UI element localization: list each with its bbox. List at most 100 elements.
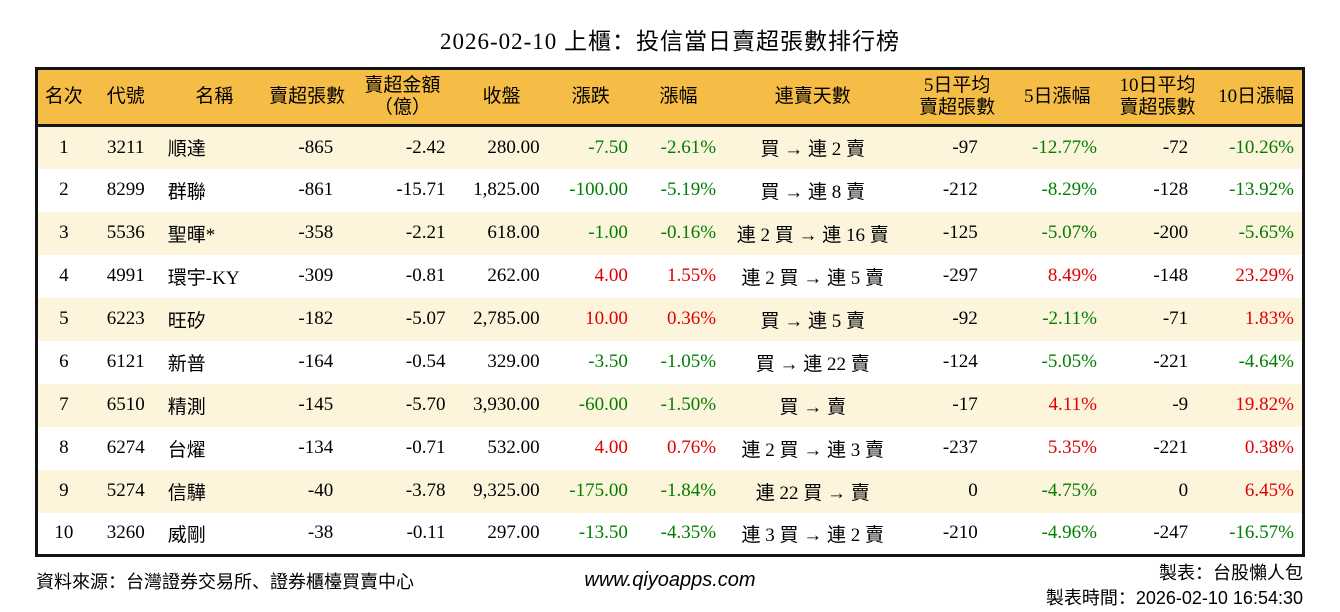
cell-avg5: -125	[942, 222, 978, 243]
cell-close: 2,785.00	[473, 308, 540, 329]
cell-pct5: -2.11%	[1042, 308, 1097, 329]
cell-change: 10.00	[585, 308, 628, 329]
cell-code: 6223	[106, 308, 145, 329]
cell-streak: 買 → 賣	[779, 396, 847, 418]
cell-change_pct: -5.19%	[660, 179, 717, 200]
cell-pct5: -5.07%	[1041, 222, 1097, 243]
cell-rank: 2	[59, 179, 69, 200]
cell-amount: -0.54	[405, 351, 446, 372]
cell-avg10: -247	[1153, 522, 1189, 544]
cell-rank: 10	[54, 522, 74, 544]
cell-net_sell: -865	[298, 136, 334, 158]
cell-avg10: -72	[1162, 136, 1189, 158]
cell-name: 環宇-KY	[167, 267, 240, 289]
column-header-change_pct: 漲幅	[635, 68, 722, 127]
cell-avg10: -221	[1153, 437, 1189, 458]
cell-close: 3,930.00	[473, 394, 540, 415]
cell-pct5: -8.29%	[1041, 179, 1097, 200]
table-row: 10 3260 威剛 -38 -0.11 297.00 -13.50 -4.35% 連 3 買 …	[36, 512, 1304, 556]
cell-change_pct: -2.61%	[660, 136, 717, 158]
table-row: 1 3211 順達 -865 -2.42 280.00 -7.50 -2.61% 買 → 連 2…	[36, 125, 1304, 169]
column-header-avg5: 5日平均 賣超張數	[904, 68, 1010, 127]
cell-avg5: -97	[952, 136, 978, 158]
cell-code: 5274	[106, 480, 145, 501]
column-header-avg10: 10日平均 賣超張數	[1104, 68, 1211, 127]
cell-streak: 買 → 連 8 賣	[760, 181, 866, 203]
cell-name: 信驊	[167, 482, 206, 504]
cell-pct5: 8.49%	[1047, 265, 1097, 286]
cell-name: 威剛	[167, 524, 206, 546]
cell-change_pct: -1.50%	[660, 394, 717, 415]
column-header-change: 漲跌	[545, 68, 636, 127]
table-row: 5 6223 旺矽 -182 -5.07 2,785.00 10.00 0.36% 買 → 連 …	[36, 297, 1304, 341]
cell-streak: 買 → 連 5 賣	[760, 310, 866, 332]
cell-avg10: -71	[1162, 308, 1189, 329]
cell-avg5: -124	[942, 351, 978, 372]
cell-rank: 6	[59, 351, 69, 372]
cell-avg5: 0	[968, 480, 978, 501]
cell-rank: 3	[59, 222, 69, 243]
cell-rank: 5	[59, 308, 69, 329]
cell-avg10: -128	[1153, 179, 1189, 200]
table-row: 6 6121 新普 -164 -0.54 329.00 -3.50 -1.05% 買 → 連 2…	[36, 340, 1304, 384]
cell-name: 聖暉*	[167, 224, 216, 246]
cell-pct5: 4.11%	[1048, 394, 1097, 415]
cell-rank: 1	[59, 136, 69, 158]
table-header: 名次 代號 名稱 賣超張數 賣超金額 （億） 收盤 漲跌 漲幅 連賣天數 5日平均 賣超張數 5日漲…	[36, 68, 1304, 127]
cell-streak: 買 → 連 2 賣	[760, 139, 866, 161]
cell-amount: -5.70	[405, 394, 446, 415]
cell-close: 280.00	[487, 136, 540, 158]
cell-change: -3.50	[588, 351, 628, 372]
cell-streak: 連 2 買 → 連 5 賣	[741, 267, 885, 289]
cell-amount: -0.71	[405, 437, 446, 458]
cell-code: 6121	[106, 351, 145, 372]
cell-change: -1.00	[588, 222, 628, 243]
cell-name: 精測	[167, 396, 206, 418]
cell-name: 新普	[167, 353, 206, 375]
cell-net_sell: -134	[298, 437, 334, 458]
cell-rank: 7	[59, 394, 69, 415]
cell-rank: 9	[59, 480, 69, 501]
cell-streak: 連 22 買 → 賣	[755, 482, 870, 504]
cell-change_pct: -4.35%	[660, 522, 717, 544]
cell-close: 262.00	[487, 265, 540, 286]
made-time-value: 2026-02-10 16:54:30	[1135, 588, 1303, 608]
cell-close: 9,325.00	[473, 480, 540, 501]
cell-pct5: -12.77%	[1032, 136, 1097, 158]
made-time-note: 製表時間：2026-02-10 16:54:30	[1046, 586, 1303, 611]
cell-change: -175.00	[569, 480, 628, 501]
table-row: 2 8299 群聯 -861 -15.71 1,825.00 -100.00 -5.19% 買 …	[36, 168, 1304, 212]
cell-avg5: -212	[942, 179, 978, 200]
column-header-name: 名稱	[161, 68, 268, 127]
cell-code: 5536	[106, 222, 145, 243]
cell-change_pct: -1.84%	[660, 480, 717, 501]
cell-rank: 4	[59, 265, 69, 286]
cell-pct5: -5.05%	[1041, 351, 1097, 372]
table-header-row: 名次 代號 名稱 賣超張數 賣超金額 （億） 收盤 漲跌 漲幅 連賣天數 5日平均 賣超張數 5日漲…	[36, 68, 1304, 127]
cell-pct10: -10.26%	[1229, 136, 1294, 158]
cell-pct10: 23.29%	[1235, 265, 1294, 286]
cell-avg5: -92	[952, 308, 978, 329]
cell-net_sell: -145	[298, 394, 334, 415]
cell-change: -7.50	[588, 136, 628, 158]
cell-pct5: -4.75%	[1041, 480, 1097, 501]
cell-change_pct: 0.76%	[666, 437, 717, 458]
column-header-amount: 賣超金額 （億）	[347, 68, 458, 127]
cell-pct10: -13.92%	[1229, 179, 1294, 200]
maker-note: 製表：台股懶人包	[1159, 563, 1303, 583]
cell-change: 4.00	[594, 265, 628, 286]
cell-change: -100.00	[569, 179, 628, 200]
table-row: 7 6510 精測 -145 -5.70 3,930.00 -60.00 -1.50% 買 → …	[36, 383, 1304, 427]
table-row: 4 4991 環宇-KY -309 -0.81 262.00 4.00 1.55% 連 2 買 …	[36, 254, 1304, 298]
cell-pct10: 1.83%	[1244, 308, 1294, 329]
table-body: 1 3211 順達 -865 -2.42 280.00 -7.50 -2.61% 買 → 連 2…	[36, 125, 1304, 556]
column-header-net_sell: 賣超張數	[267, 68, 348, 127]
cell-change_pct: 0.36%	[666, 308, 717, 329]
cell-amount: -0.11	[406, 522, 446, 544]
cell-avg10: -200	[1153, 222, 1189, 243]
cell-net_sell: -861	[298, 179, 334, 200]
table-row: 9 5274 信驊 -40 -3.78 9,325.00 -175.00 -1.84% 連 22…	[36, 469, 1304, 513]
cell-pct10: -4.64%	[1238, 351, 1294, 372]
cell-amount: -3.78	[405, 480, 446, 501]
cell-streak: 買 → 連 22 賣	[755, 353, 870, 375]
